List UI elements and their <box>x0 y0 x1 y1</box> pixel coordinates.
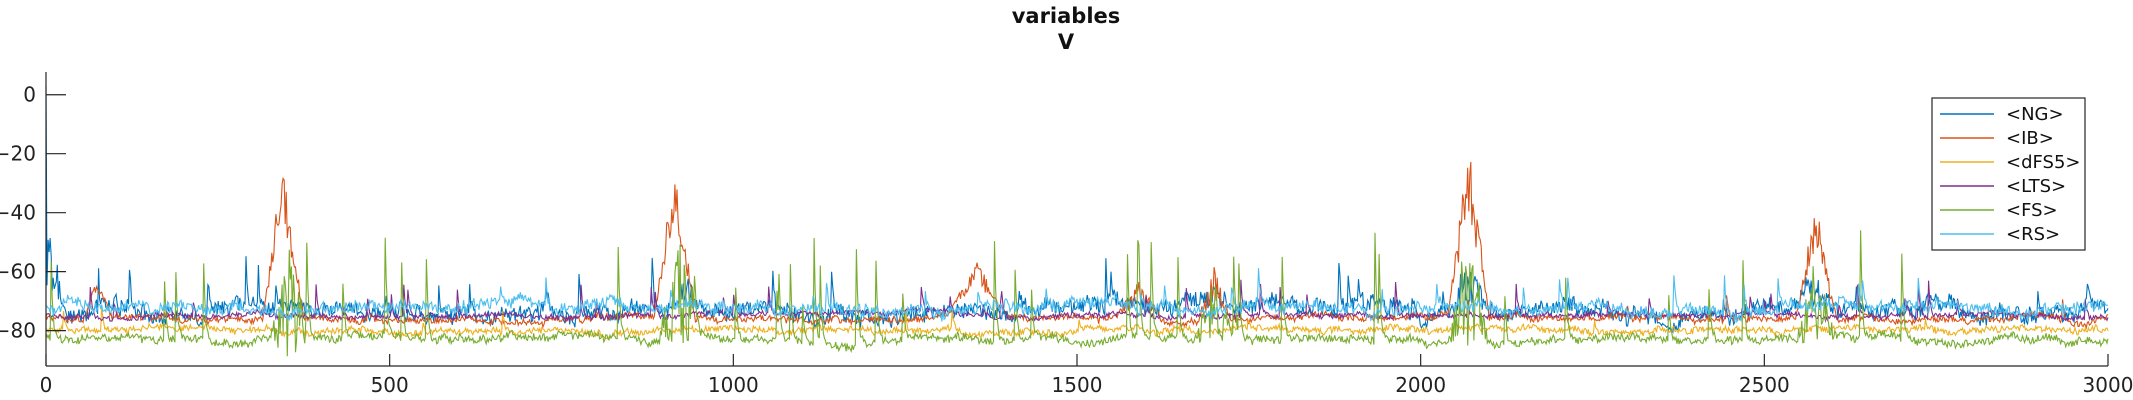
x-tick-label: 2500 <box>1739 373 1790 397</box>
chart-title-line-1: variables <box>1012 4 1121 28</box>
x-tick-label: 0 <box>40 373 53 397</box>
y-tick-label: −20 <box>0 142 36 166</box>
series-line-5 <box>45 230 2109 357</box>
legend-box <box>1931 97 2086 251</box>
series-line-3 <box>45 305 2109 340</box>
y-tick-label: −40 <box>0 201 36 225</box>
x-tick-label: 1000 <box>708 373 759 397</box>
series-line-6 <box>45 268 2109 324</box>
plot-area: 0 500 1000 1500 2000 2500 3000 0 −20 −40 −60 −80 <box>0 72 2133 397</box>
y-tick-label: −80 <box>0 319 36 343</box>
series-line-2 <box>45 161 2109 330</box>
legend-label-2: <IB> <box>2006 128 2054 149</box>
chart-title-line-2: V <box>1058 30 1075 54</box>
legend-label-5: <FS> <box>2006 200 2058 221</box>
x-tick-label: 3000 <box>2083 373 2133 397</box>
x-tick-label: 2000 <box>1395 373 1446 397</box>
x-tick-label: 500 <box>371 373 409 397</box>
legend-label-3: <dFS5> <box>2006 152 2081 173</box>
x-tick-label: 1500 <box>1052 373 1103 397</box>
legend-label-6: <RS> <box>2006 224 2060 245</box>
series-line-1 <box>45 85 2109 334</box>
series-line-4 <box>45 279 2109 323</box>
legend-label-4: <LTS> <box>2006 176 2066 197</box>
legend: <NG> <IB> <dFS5> <LTS> <FS> <RS> <box>1931 97 2086 251</box>
y-tick-label: 0 <box>23 83 36 107</box>
y-tick-label: −60 <box>0 260 36 284</box>
legend-label-1: <NG> <box>2006 104 2064 125</box>
